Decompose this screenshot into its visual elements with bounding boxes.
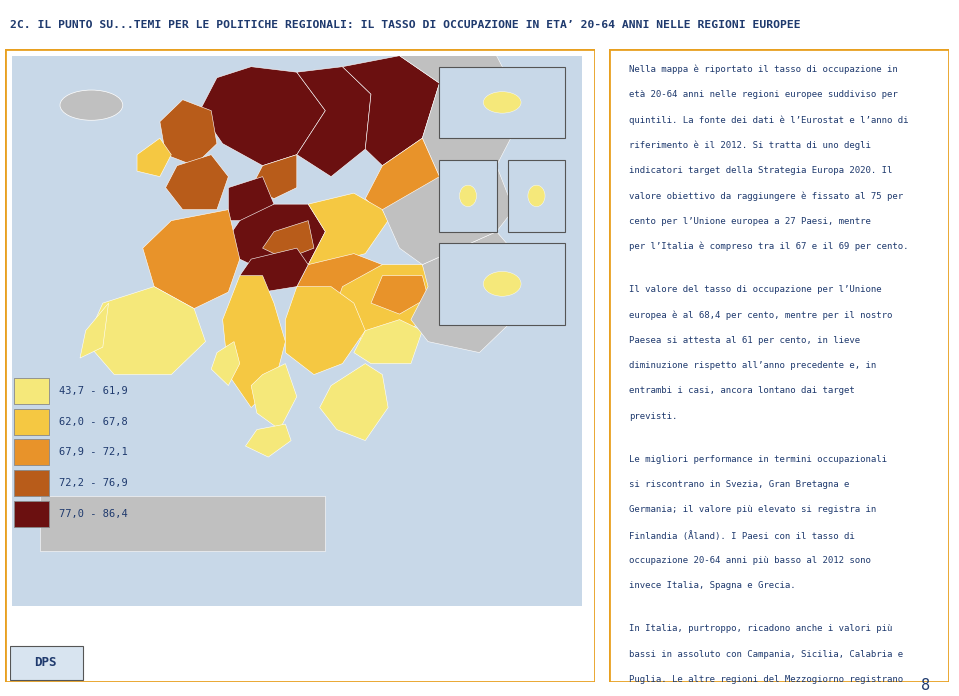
Polygon shape	[308, 193, 388, 264]
Polygon shape	[246, 424, 292, 457]
Polygon shape	[228, 177, 274, 221]
Bar	[439, 243, 565, 325]
Text: europea è al 68,4 per cento, mentre per il nostro: europea è al 68,4 per cento, mentre per …	[629, 310, 893, 319]
Polygon shape	[296, 67, 371, 177]
Bar	[439, 160, 497, 232]
Text: cento per l’Unione europea a 27 Paesi, mentre: cento per l’Unione europea a 27 Paesi, m…	[629, 216, 872, 226]
Polygon shape	[166, 155, 228, 209]
Polygon shape	[40, 496, 325, 551]
Text: Germania; il valore più elevato si registra in: Germania; il valore più elevato si regis…	[629, 505, 877, 514]
Text: per l’Italia è compreso tra il 67 e il 69 per cento.: per l’Italia è compreso tra il 67 e il 6…	[629, 242, 909, 251]
Polygon shape	[228, 204, 325, 276]
Text: indicatori target della Strategia Europa 2020. Il: indicatori target della Strategia Europa…	[629, 166, 893, 175]
Polygon shape	[331, 264, 439, 342]
Text: occupazione 20-64 anni più basso al 2012 sono: occupazione 20-64 anni più basso al 2012…	[629, 556, 872, 565]
Text: quintili. La fonte dei dati è l’Eurostat e l’anno di: quintili. La fonte dei dati è l’Eurostat…	[629, 116, 909, 125]
Bar	[14, 470, 49, 496]
Text: riferimento è il 2012. Si tratta di uno degli: riferimento è il 2012. Si tratta di uno …	[629, 141, 872, 150]
Polygon shape	[137, 138, 172, 177]
Text: valore obiettivo da raggiungere è fissato al 75 per: valore obiettivo da raggiungere è fissat…	[629, 191, 903, 200]
Polygon shape	[263, 221, 314, 259]
Text: previsti.: previsti.	[629, 411, 678, 420]
Text: età 20-64 anni nelle regioni europee suddiviso per: età 20-64 anni nelle regioni europee sud…	[629, 90, 899, 99]
Polygon shape	[211, 342, 240, 386]
Polygon shape	[160, 100, 217, 166]
Text: Fonte: Eurostat: Fonte: Eurostat	[246, 68, 327, 78]
Text: 8: 8	[921, 677, 930, 693]
Text: diminuzione rispetto all’anno precedente e, in: diminuzione rispetto all’anno precedente…	[629, 361, 877, 370]
Bar	[10, 646, 82, 680]
Polygon shape	[296, 253, 383, 298]
Text: Nella mappa è riportato il tasso di occupazione in: Nella mappa è riportato il tasso di occu…	[629, 65, 899, 74]
Text: Le migliori performance in termini occupazionali: Le migliori performance in termini occup…	[629, 454, 887, 464]
Polygon shape	[240, 248, 308, 292]
Polygon shape	[354, 319, 422, 363]
Ellipse shape	[483, 271, 521, 296]
Text: Finlandia (Åland). I Paesi con il tasso di: Finlandia (Åland). I Paesi con il tasso …	[629, 531, 855, 541]
Text: 43,7 - 61,9: 43,7 - 61,9	[59, 386, 128, 396]
Text: Tasso di occupazione 20-64 anni –anno 2012 -: Tasso di occupazione 20-64 anni –anno 20…	[19, 68, 292, 78]
Bar	[14, 500, 49, 527]
Polygon shape	[400, 56, 526, 177]
Ellipse shape	[483, 92, 521, 113]
Polygon shape	[365, 138, 439, 221]
Text: In Italia, purtroppo, ricadono anche i valori più: In Italia, purtroppo, ricadono anche i v…	[629, 624, 893, 633]
Text: 77,0 - 86,4: 77,0 - 86,4	[59, 509, 128, 519]
Polygon shape	[85, 287, 205, 374]
Text: si riscontrano in Svezia, Gran Bretagna e: si riscontrano in Svezia, Gran Bretagna …	[629, 480, 850, 489]
Bar	[439, 67, 565, 138]
Text: invece Italia, Spagna e Grecia.: invece Italia, Spagna e Grecia.	[629, 581, 796, 590]
Bar	[508, 160, 565, 232]
Text: 67,9 - 72,1: 67,9 - 72,1	[59, 448, 128, 457]
Text: 72,2 - 76,9: 72,2 - 76,9	[59, 478, 128, 488]
Text: 62,0 - 67,8: 62,0 - 67,8	[59, 417, 128, 427]
Polygon shape	[371, 276, 428, 314]
Text: Puglia. Le altre regioni del Mezzogiorno registrano: Puglia. Le altre regioni del Mezzogiorno…	[629, 675, 903, 684]
Polygon shape	[410, 232, 526, 353]
Text: DPS: DPS	[35, 656, 58, 670]
Polygon shape	[143, 209, 240, 308]
Bar	[14, 439, 49, 466]
Polygon shape	[251, 363, 296, 429]
Polygon shape	[383, 166, 514, 264]
Text: Il valore del tasso di occupazione per l’Unione: Il valore del tasso di occupazione per l…	[629, 285, 882, 294]
Polygon shape	[199, 67, 325, 166]
Polygon shape	[342, 56, 439, 166]
Polygon shape	[80, 303, 108, 358]
Text: Paesea si attesta al 61 per cento, in lieve: Paesea si attesta al 61 per cento, in li…	[629, 335, 860, 345]
Text: 2C. IL PUNTO SU...TEMI PER LE POLITICHE REGIONALI: IL TASSO DI OCCUPAZIONE IN ET: 2C. IL PUNTO SU...TEMI PER LE POLITICHE …	[10, 20, 800, 30]
Polygon shape	[319, 363, 388, 441]
Polygon shape	[251, 155, 296, 198]
Polygon shape	[222, 276, 286, 408]
Text: bassi in assoluto con Campania, Sicilia, Calabria e: bassi in assoluto con Campania, Sicilia,…	[629, 650, 903, 659]
Bar	[14, 409, 49, 435]
Ellipse shape	[60, 90, 123, 120]
Ellipse shape	[527, 185, 545, 207]
Bar	[14, 378, 49, 404]
Ellipse shape	[459, 185, 477, 207]
Text: entrambi i casi, ancora lontano dai target: entrambi i casi, ancora lontano dai targ…	[629, 386, 855, 395]
Polygon shape	[286, 287, 365, 374]
